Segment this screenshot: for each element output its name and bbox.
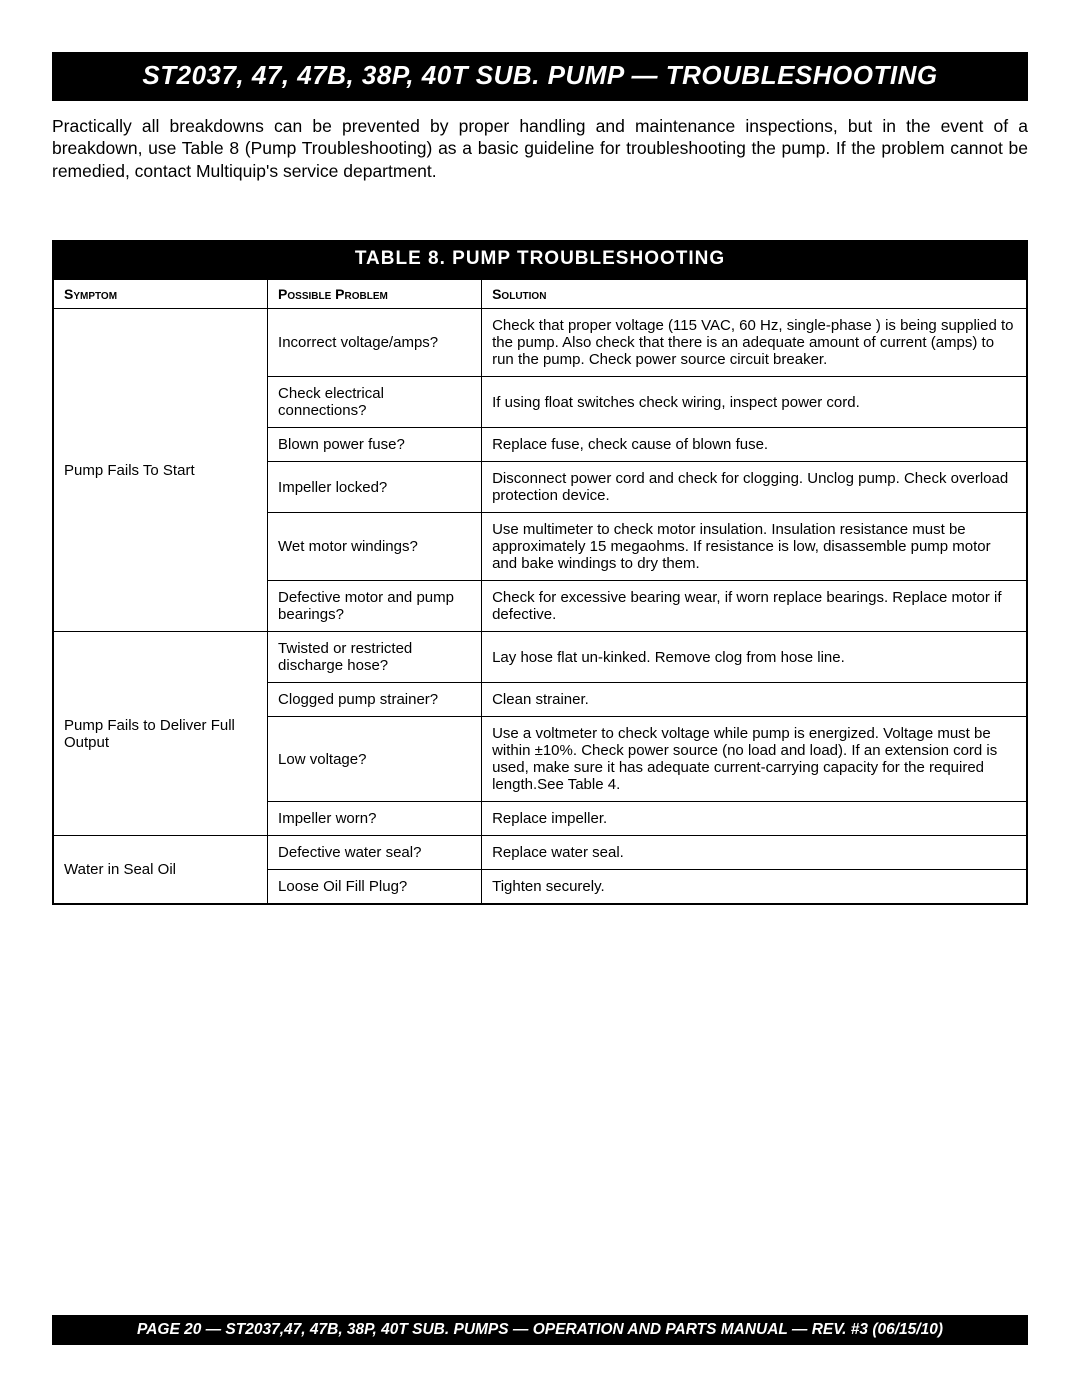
- page-header-bar: ST2037, 47, 47B, 38P, 40T SUB. PUMP — TR…: [52, 52, 1028, 101]
- problem-cell: Twisted or restricted discharge hose?: [268, 632, 482, 683]
- col-problem: Possible Problem: [268, 280, 482, 309]
- troubleshooting-table-wrap: TABLE 8. PUMP TROUBLESHOOTING Symptom Po…: [52, 240, 1028, 905]
- solution-cell: If using float switches check wiring, in…: [482, 377, 1027, 428]
- intro-paragraph: Practically all breakdowns can be preven…: [52, 115, 1028, 182]
- problem-cell: Defective motor and pump bearings?: [268, 581, 482, 632]
- col-symptom: Symptom: [54, 280, 268, 309]
- solution-cell: Replace fuse, check cause of blown fuse.: [482, 428, 1027, 462]
- footer-text: PAGE 20 — ST2037,47, 47B, 38P, 40T SUB. …: [137, 1321, 943, 1338]
- problem-cell: Clogged pump strainer?: [268, 683, 482, 717]
- solution-cell: Clean strainer.: [482, 683, 1027, 717]
- solution-cell: Check that proper voltage (115 VAC, 60 H…: [482, 309, 1027, 377]
- problem-cell: Incorrect voltage/amps?: [268, 309, 482, 377]
- solution-cell: Use multimeter to check motor insulation…: [482, 513, 1027, 581]
- table-row: Pump Fails to Deliver Full OutputTwisted…: [54, 632, 1027, 683]
- troubleshooting-table: Symptom Possible Problem Solution Pump F…: [53, 279, 1027, 904]
- page-footer-bar: PAGE 20 — ST2037,47, 47B, 38P, 40T SUB. …: [52, 1315, 1028, 1345]
- problem-cell: Loose Oil Fill Plug?: [268, 870, 482, 904]
- solution-cell: Check for excessive bearing wear, if wor…: [482, 581, 1027, 632]
- problem-cell: Impeller locked?: [268, 462, 482, 513]
- solution-cell: Replace impeller.: [482, 802, 1027, 836]
- symptom-cell: Pump Fails To Start: [54, 309, 268, 632]
- problem-cell: Defective water seal?: [268, 836, 482, 870]
- problem-cell: Low voltage?: [268, 717, 482, 802]
- table-header-row: Symptom Possible Problem Solution: [54, 280, 1027, 309]
- solution-cell: Lay hose flat un-kinked. Remove clog fro…: [482, 632, 1027, 683]
- solution-cell: Replace water seal.: [482, 836, 1027, 870]
- symptom-cell: Water in Seal Oil: [54, 836, 268, 904]
- problem-cell: Impeller worn?: [268, 802, 482, 836]
- col-solution: Solution: [482, 280, 1027, 309]
- page-header-title: ST2037, 47, 47B, 38P, 40T SUB. PUMP — TR…: [142, 60, 937, 90]
- problem-cell: Wet motor windings?: [268, 513, 482, 581]
- symptom-cell: Pump Fails to Deliver Full Output: [54, 632, 268, 836]
- table-body: Pump Fails To StartIncorrect voltage/amp…: [54, 309, 1027, 904]
- solution-cell: Tighten securely.: [482, 870, 1027, 904]
- problem-cell: Check electrical connections?: [268, 377, 482, 428]
- solution-cell: Use a voltmeter to check voltage while p…: [482, 717, 1027, 802]
- table-title: TABLE 8. PUMP TROUBLESHOOTING: [53, 241, 1027, 279]
- solution-cell: Disconnect power cord and check for clog…: [482, 462, 1027, 513]
- table-row: Pump Fails To StartIncorrect voltage/amp…: [54, 309, 1027, 377]
- problem-cell: Blown power fuse?: [268, 428, 482, 462]
- intro-text: Practically all breakdowns can be preven…: [52, 116, 1028, 181]
- table-row: Water in Seal OilDefective water seal?Re…: [54, 836, 1027, 870]
- page: ST2037, 47, 47B, 38P, 40T SUB. PUMP — TR…: [0, 0, 1080, 1397]
